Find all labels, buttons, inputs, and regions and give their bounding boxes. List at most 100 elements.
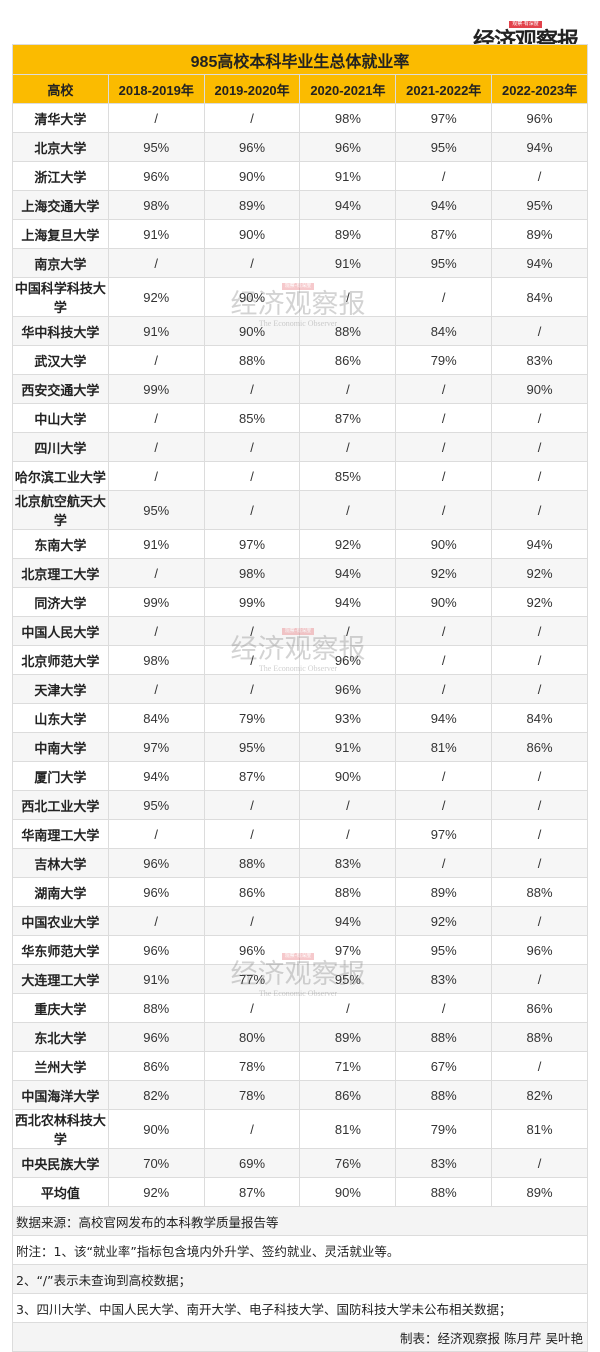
rate-cell: 94% — [491, 248, 588, 278]
university-name: 上海交通大学 — [12, 190, 109, 220]
rate-cell: 86% — [299, 345, 397, 375]
rate-cell: / — [491, 1148, 588, 1178]
rate-cell: 95% — [395, 248, 493, 278]
table-row: 同济大学 99% 99% 94% 90% 92% — [12, 587, 588, 617]
rate-cell: / — [107, 345, 205, 375]
table-row: 南京大学 //91% 95% 94% — [12, 248, 588, 278]
table-row: 中国人民大学 / / / / / — [12, 616, 588, 646]
table-row: 中南大学 97% 95% 91% 81% 86% — [12, 732, 588, 762]
rate-cell: 92% — [299, 529, 397, 559]
column-header: 2021-2022年 — [395, 74, 493, 104]
rate-cell: / — [395, 790, 493, 820]
rate-cell: 86% — [299, 1080, 397, 1110]
table-row: 湖南大学 96% 86% 88% 89% 88% — [12, 877, 588, 907]
rate-cell: 99% — [107, 587, 205, 617]
rate-cell: / — [491, 616, 588, 646]
rate-cell: 85% — [203, 403, 301, 433]
rate-cell: 92% — [491, 558, 588, 588]
table-row: 东南大学 91% 97% 92% 90% 94% — [12, 529, 588, 559]
rate-cell: 91% — [107, 529, 205, 559]
rate-cell: / — [395, 374, 493, 404]
rate-cell: 84% — [491, 703, 588, 733]
rate-cell: 97% — [203, 529, 301, 559]
university-name: 厦门大学 — [12, 761, 109, 791]
university-name: 哈尔滨工业大学 — [12, 461, 109, 491]
table-row: 中国农业大学 //94% 92% / — [12, 906, 588, 936]
table-row: 北京大学 95% 96% 96% 95% 94% — [12, 132, 588, 162]
column-header: 2018-2019年 — [107, 74, 205, 104]
university-name: 中国海洋大学 — [12, 1080, 109, 1110]
table-row: 兰州大学 86% 78% 71% 67% / — [12, 1051, 588, 1081]
rate-cell: 88% — [395, 1080, 493, 1110]
table-row: 中国科学科技大学 92% 90% //84% — [12, 277, 588, 317]
university-name: 中国人民大学 — [12, 616, 109, 646]
rate-cell: 94% — [299, 558, 397, 588]
university-name: 山东大学 — [12, 703, 109, 733]
table-row: 中国海洋大学 82% 78% 86% 88% 82% — [12, 1080, 588, 1110]
university-name: 西安交通大学 — [12, 374, 109, 404]
rate-cell: / — [395, 993, 493, 1023]
rate-cell: / — [107, 432, 205, 462]
note-text: 数据来源：高校官网发布的本科教学质量报告等 — [12, 1206, 588, 1236]
rate-cell: / — [395, 432, 493, 462]
rate-cell: 91% — [107, 219, 205, 249]
rate-cell: / — [491, 1051, 588, 1081]
rate-cell: 84% — [491, 277, 588, 317]
rate-cell: 87% — [395, 219, 493, 249]
note-text: 2、“/”表示未查询到高校数据； — [12, 1264, 588, 1294]
rate-cell: / — [491, 790, 588, 820]
rate-cell: / — [203, 103, 301, 133]
rate-cell: / — [203, 432, 301, 462]
rate-cell: / — [107, 248, 205, 278]
rate-cell: 88% — [491, 1022, 588, 1052]
rate-cell: / — [491, 761, 588, 791]
rate-cell: / — [299, 374, 397, 404]
employment-rate-table: 985高校本科毕业生总体就业率 高校 2018-2019年 2019-2020年 20… — [12, 44, 588, 1352]
rate-cell: 90% — [395, 529, 493, 559]
rate-cell: 95% — [107, 490, 205, 530]
rate-cell: 93% — [299, 703, 397, 733]
rate-cell: / — [491, 819, 588, 849]
rate-cell: 96% — [299, 132, 397, 162]
rate-cell: / — [107, 616, 205, 646]
rate-cell: 95% — [107, 132, 205, 162]
rate-cell: 79% — [203, 703, 301, 733]
rate-cell: / — [299, 819, 397, 849]
rate-cell: / — [395, 645, 493, 675]
rate-cell: 83% — [395, 964, 493, 994]
rate-cell: 96% — [491, 935, 588, 965]
rate-cell: 82% — [107, 1080, 205, 1110]
rate-cell: 88% — [107, 993, 205, 1023]
rate-cell: 94% — [299, 587, 397, 617]
rate-cell: 76% — [299, 1148, 397, 1178]
rate-cell: 89% — [395, 877, 493, 907]
rate-cell: 98% — [107, 645, 205, 675]
rate-cell: 92% — [107, 277, 205, 317]
rate-cell: / — [299, 432, 397, 462]
rate-cell: 86% — [491, 993, 588, 1023]
rate-cell: / — [203, 490, 301, 530]
rate-cell: / — [491, 964, 588, 994]
table-row: 厦门大学 94% 87% 90% / / — [12, 761, 588, 791]
rate-cell: 79% — [395, 1109, 493, 1149]
rate-cell: 90% — [491, 374, 588, 404]
rate-cell: / — [491, 461, 588, 491]
university-name: 华南理工大学 — [12, 819, 109, 849]
rate-cell: 97% — [299, 935, 397, 965]
rate-cell: 81% — [395, 732, 493, 762]
rate-cell: / — [491, 645, 588, 675]
table-row: 哈尔滨工业大学 //85% / / — [12, 461, 588, 491]
note-text: 制表：经济观察报 陈月芹 吴叶艳 — [12, 1322, 588, 1352]
rate-cell: 77% — [203, 964, 301, 994]
column-header: 高校 — [12, 74, 109, 104]
rate-cell: 81% — [491, 1109, 588, 1149]
rate-cell: 95% — [107, 790, 205, 820]
university-name: 西北工业大学 — [12, 790, 109, 820]
rate-cell: 94% — [107, 761, 205, 791]
rate-cell: 96% — [107, 1022, 205, 1052]
rate-cell: 87% — [203, 761, 301, 791]
university-name: 大连理工大学 — [12, 964, 109, 994]
rate-cell: 90% — [299, 761, 397, 791]
note-row: 数据来源：高校官网发布的本科教学质量报告等 — [12, 1206, 588, 1236]
university-name: 中山大学 — [12, 403, 109, 433]
